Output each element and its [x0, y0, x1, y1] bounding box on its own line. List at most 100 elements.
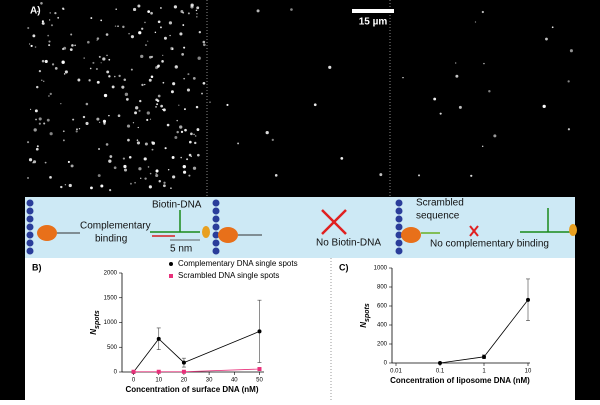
schematic-label: Biotin-DNA — [152, 200, 202, 211]
y-axis-label: Nspots — [89, 310, 101, 335]
speckle — [455, 74, 459, 78]
speckle — [162, 81, 165, 84]
speckle — [186, 88, 190, 92]
legend-label: Complementary DNA single spots — [178, 259, 298, 268]
speckle — [29, 108, 32, 110]
speckle — [90, 17, 93, 20]
speckle — [54, 11, 57, 15]
speckle — [57, 16, 60, 19]
speckle — [48, 44, 51, 47]
speckle — [483, 62, 485, 65]
speckle — [195, 105, 199, 109]
speckle — [136, 141, 141, 145]
speckle — [96, 80, 100, 84]
x-tick-label: 0.1 — [436, 369, 445, 375]
speckle — [85, 121, 89, 126]
speckle — [27, 27, 30, 30]
x-tick-label: 40 — [231, 378, 238, 384]
speckle — [417, 174, 421, 177]
schematic — [26, 199, 577, 255]
speckle — [182, 164, 187, 169]
speckle — [115, 8, 117, 10]
speckle — [102, 119, 107, 123]
point — [181, 369, 186, 374]
speckle — [123, 168, 128, 172]
y-tick-label: 1000 — [104, 320, 118, 326]
speckle — [470, 174, 473, 177]
speckle — [145, 44, 147, 46]
speckle — [36, 145, 39, 148]
speckle — [567, 128, 571, 131]
speckle — [60, 185, 63, 189]
speckle — [140, 177, 142, 179]
speckle — [147, 166, 150, 168]
speckle — [163, 184, 166, 188]
speckle — [128, 155, 132, 159]
speckle — [32, 160, 37, 164]
speckle — [184, 128, 187, 132]
speckle — [75, 130, 78, 133]
speckle — [481, 145, 484, 148]
speckle — [196, 128, 200, 131]
y-tick-label: 800 — [377, 285, 388, 291]
speckle — [201, 92, 203, 95]
speckle — [111, 85, 115, 89]
schematic-label: 5 nm — [170, 244, 192, 255]
x-tick-label: 1 — [482, 369, 486, 375]
speckle — [159, 7, 162, 9]
speckle — [182, 170, 187, 174]
speckle — [155, 66, 159, 70]
speckle — [125, 97, 129, 101]
speckle — [108, 58, 111, 61]
speckle — [189, 140, 192, 144]
speckle — [103, 93, 108, 98]
speckle — [192, 166, 197, 170]
speckle — [100, 62, 102, 64]
speckle — [28, 158, 33, 162]
speckle — [46, 118, 50, 122]
speckle — [41, 20, 44, 23]
speckle — [72, 118, 75, 121]
charts-bg — [25, 258, 575, 400]
speckle — [157, 20, 161, 24]
speckle — [183, 77, 186, 80]
y-tick-label: 600 — [377, 304, 388, 310]
speckle — [106, 70, 110, 74]
speckle — [202, 81, 206, 85]
speckle — [130, 35, 135, 39]
microscopy — [27, 0, 573, 197]
y-tick-label: 1000 — [374, 266, 388, 272]
speckle — [108, 114, 110, 117]
speckle — [458, 105, 462, 109]
speckle — [196, 6, 200, 10]
scale-label: 15 µm — [359, 17, 388, 28]
speckle — [402, 76, 404, 79]
speckle — [187, 12, 190, 15]
speckle — [130, 68, 133, 71]
speckle — [128, 32, 130, 35]
speckle — [92, 61, 95, 64]
speckle — [82, 115, 86, 119]
point — [181, 360, 186, 365]
schematic-label: sequence — [416, 211, 460, 222]
speckle — [134, 181, 136, 184]
x-tick-label: 50 — [256, 378, 263, 384]
point — [156, 369, 161, 374]
speckle — [256, 9, 260, 13]
speckle — [109, 155, 113, 158]
speckle — [156, 103, 159, 106]
speckle — [569, 49, 573, 53]
speckle — [183, 46, 186, 49]
y-tick-label: 1500 — [104, 295, 118, 301]
line — [133, 331, 260, 373]
speckle — [172, 175, 176, 179]
schematic-label: Scrambled — [416, 198, 464, 209]
speckle — [48, 95, 50, 97]
speckle — [138, 167, 142, 171]
x-axis-label: Concentration of surface DNA (nM) — [125, 385, 258, 394]
speckle — [121, 85, 125, 89]
speckle — [64, 184, 67, 186]
speckle — [138, 31, 142, 35]
speckle — [144, 21, 146, 24]
